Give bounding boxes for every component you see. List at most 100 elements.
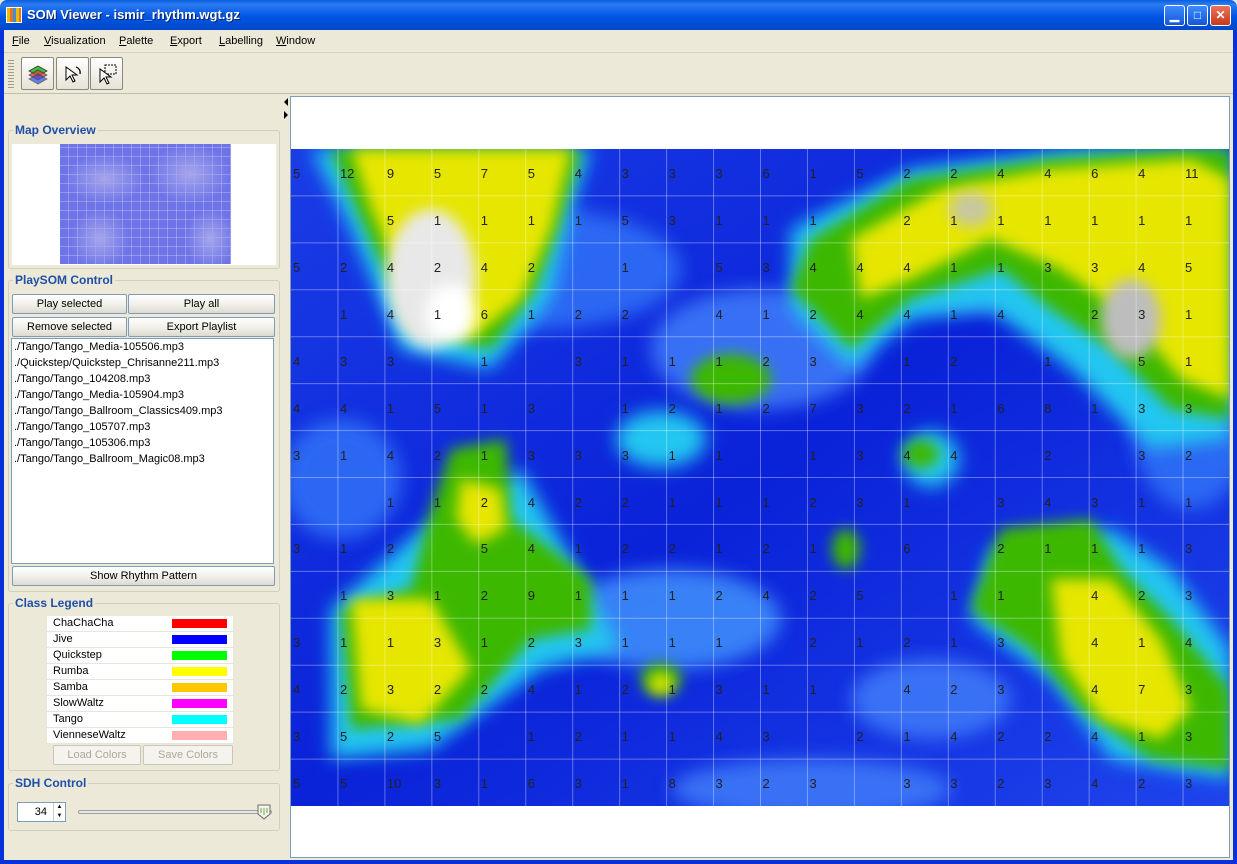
som-unit-count[interactable]: 1 [950, 212, 958, 228]
som-unit-count[interactable]: 1 [1091, 541, 1099, 557]
som-unit-count[interactable]: 5 [293, 776, 301, 792]
som-unit-count[interactable]: 1 [621, 259, 629, 275]
som-unit-count[interactable]: 3 [386, 682, 395, 698]
menu-file[interactable]: File [12, 35, 30, 47]
playlist-item[interactable]: ./Tango/Tango_Media-105506.mp3 [14, 341, 185, 353]
som-unit-count[interactable]: 8 [1044, 400, 1052, 416]
som-unit-count[interactable]: 4 [762, 588, 770, 604]
som-unit-count[interactable]: 1 [1138, 635, 1146, 651]
som-unit-count[interactable]: 3 [1185, 588, 1193, 604]
legend-row[interactable]: ChaChaCha [47, 616, 233, 632]
som-unit-count[interactable]: 9 [386, 166, 395, 181]
som-unit-count[interactable]: 3 [809, 776, 817, 792]
playlist-item[interactable]: ./Tango/Tango_Ballroom_Classics409.mp3 [14, 405, 223, 417]
som-unit-count[interactable]: 1 [339, 447, 348, 463]
som-unit-count[interactable]: 3 [997, 682, 1005, 698]
som-unit-count[interactable]: 1 [1185, 494, 1193, 510]
som-unit-count[interactable]: 7 [1138, 682, 1146, 698]
som-unit-count[interactable]: 5 [433, 729, 442, 745]
som-unit-count[interactable]: 1 [1044, 353, 1052, 369]
som-unit-count[interactable]: 5 [339, 776, 348, 792]
sdh-slider-track[interactable] [78, 804, 272, 820]
som-unit-count[interactable]: 1 [621, 353, 629, 369]
sdh-slider-thumb[interactable] [257, 804, 271, 820]
som-unit-count[interactable]: 5 [293, 259, 301, 275]
som-unit-count[interactable]: 3 [574, 635, 582, 651]
pan-tool-button[interactable] [56, 57, 89, 90]
legend-row[interactable]: Jive [47, 632, 233, 648]
som-unit-count[interactable]: 1 [621, 635, 629, 651]
som-unit-count[interactable]: 5 [1138, 353, 1146, 369]
som-unit-count[interactable]: 8 [668, 776, 676, 792]
som-unit-count[interactable]: 2 [762, 776, 770, 792]
som-unit-count[interactable]: 1 [527, 306, 535, 322]
som-unit-count[interactable]: 3 [1185, 729, 1193, 745]
som-unit-count[interactable]: 3 [997, 635, 1005, 651]
som-unit-count[interactable]: 4 [1091, 635, 1099, 651]
som-unit-count[interactable]: 2 [1044, 447, 1052, 463]
som-unit-count[interactable]: 1 [433, 588, 442, 604]
som-unit-count[interactable]: 2 [386, 729, 395, 745]
som-unit-count[interactable]: 2 [621, 541, 629, 557]
som-unit-count[interactable]: 2 [903, 400, 911, 416]
som-unit-count[interactable]: 2 [903, 212, 911, 228]
som-unit-count[interactable]: 3 [1091, 494, 1099, 510]
som-unit-count[interactable]: 9 [527, 588, 535, 604]
som-unit-count[interactable]: 2 [762, 541, 770, 557]
som-unit-count[interactable]: 1 [668, 588, 676, 604]
som-unit-count[interactable]: 3 [433, 635, 442, 651]
som-unit-count[interactable]: 4 [527, 682, 535, 698]
som-unit-count[interactable]: 2 [339, 259, 348, 275]
som-unit-count[interactable]: 1 [480, 447, 489, 463]
som-unit-count[interactable]: 2 [809, 306, 817, 322]
som-unit-count[interactable]: 2 [527, 635, 535, 651]
som-unit-count[interactable]: 1 [903, 494, 911, 510]
som-unit-count[interactable]: 4 [574, 166, 582, 181]
som-unit-count[interactable]: 4 [856, 259, 864, 275]
som-unit-count[interactable]: 3 [293, 729, 301, 745]
som-unit-count[interactable]: 1 [339, 306, 348, 322]
som-unit-count[interactable]: 2 [762, 400, 770, 416]
som-unit-count[interactable]: 3 [574, 776, 582, 792]
remove-selected-button[interactable]: Remove selected [12, 317, 127, 337]
som-unit-count[interactable]: 4 [1138, 259, 1146, 275]
som-unit-count[interactable]: 6 [1091, 166, 1099, 181]
play-all-button[interactable]: Play all [128, 294, 275, 314]
som-unit-count[interactable]: 1 [1044, 212, 1052, 228]
legend-color-swatch[interactable] [171, 714, 228, 725]
show-rhythm-pattern-button[interactable]: Show Rhythm Pattern [12, 566, 275, 586]
som-unit-count[interactable]: 5 [293, 166, 301, 181]
som-unit-count[interactable]: 1 [1138, 541, 1146, 557]
som-unit-count[interactable]: 3 [1138, 306, 1146, 322]
som-unit-count[interactable]: 4 [480, 259, 489, 275]
som-unit-count[interactable]: 1 [480, 776, 489, 792]
minimize-button[interactable]: ▁ [1164, 5, 1185, 26]
som-unit-count[interactable]: 1 [433, 494, 442, 510]
playlist-item[interactable]: ./Tango/Tango_Ballroom_Magic08.mp3 [14, 453, 205, 465]
som-unit-count[interactable]: 3 [574, 447, 582, 463]
load-colors-button[interactable]: Load Colors [53, 745, 141, 765]
som-unit-count[interactable]: 2 [621, 306, 629, 322]
som-unit-count[interactable]: 3 [1044, 776, 1052, 792]
som-unit-count[interactable]: 4 [903, 682, 911, 698]
som-unit-count[interactable]: 4 [809, 259, 817, 275]
menu-labelling[interactable]: Labelling [219, 35, 264, 47]
som-unit-count[interactable]: 6 [762, 166, 770, 181]
som-unit-count[interactable]: 1 [668, 494, 676, 510]
legend-row[interactable]: Rumba [47, 664, 233, 680]
som-unit-count[interactable]: 1 [621, 776, 629, 792]
som-unit-count[interactable]: 4 [950, 447, 958, 463]
som-unit-count[interactable]: 1 [809, 541, 817, 557]
som-unit-count[interactable]: 2 [433, 259, 442, 275]
legend-row[interactable]: Samba [47, 680, 233, 696]
som-unit-count[interactable]: 1 [574, 541, 582, 557]
som-unit-count[interactable]: 4 [997, 306, 1005, 322]
som-unit-count[interactable]: 3 [433, 776, 442, 792]
som-unit-count[interactable]: 2 [386, 541, 395, 557]
som-unit-count[interactable]: 2 [1044, 729, 1052, 745]
som-unit-count[interactable]: 3 [1185, 400, 1193, 416]
som-unit-count[interactable]: 3 [1185, 541, 1193, 557]
som-unit-count[interactable]: 1 [621, 400, 629, 416]
som-unit-count[interactable]: 1 [480, 353, 489, 369]
som-unit-count[interactable]: 11 [1185, 166, 1199, 181]
